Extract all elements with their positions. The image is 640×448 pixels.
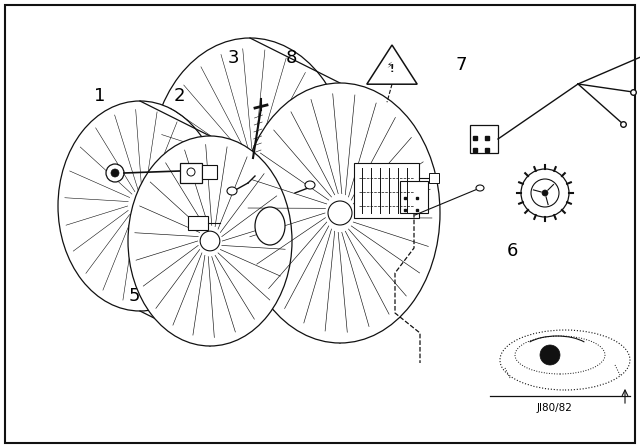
Ellipse shape bbox=[255, 207, 285, 245]
Circle shape bbox=[540, 345, 560, 365]
Circle shape bbox=[521, 169, 569, 217]
Text: 5: 5 bbox=[129, 287, 140, 305]
Circle shape bbox=[328, 201, 352, 225]
Text: JI80/82: JI80/82 bbox=[537, 403, 573, 413]
FancyBboxPatch shape bbox=[470, 125, 498, 153]
Ellipse shape bbox=[500, 330, 630, 390]
FancyBboxPatch shape bbox=[400, 181, 428, 213]
FancyBboxPatch shape bbox=[188, 216, 208, 230]
Ellipse shape bbox=[515, 336, 605, 374]
Circle shape bbox=[187, 168, 195, 176]
Circle shape bbox=[200, 231, 220, 251]
Text: 2: 2 bbox=[173, 87, 185, 105]
Ellipse shape bbox=[227, 187, 237, 195]
FancyBboxPatch shape bbox=[354, 163, 419, 218]
Circle shape bbox=[111, 169, 119, 177]
Circle shape bbox=[106, 164, 124, 182]
FancyBboxPatch shape bbox=[180, 163, 202, 183]
Ellipse shape bbox=[150, 38, 350, 298]
Polygon shape bbox=[367, 45, 417, 84]
Text: 3: 3 bbox=[228, 49, 239, 67]
Text: !: ! bbox=[390, 64, 394, 74]
Ellipse shape bbox=[58, 101, 222, 311]
Circle shape bbox=[542, 190, 548, 196]
Text: 1: 1 bbox=[93, 87, 105, 105]
Ellipse shape bbox=[476, 185, 484, 191]
FancyBboxPatch shape bbox=[5, 5, 635, 443]
Text: 6: 6 bbox=[506, 242, 518, 260]
Text: 7: 7 bbox=[455, 56, 467, 74]
Ellipse shape bbox=[128, 136, 292, 346]
FancyBboxPatch shape bbox=[202, 165, 217, 179]
Circle shape bbox=[531, 179, 559, 207]
Text: 4: 4 bbox=[356, 242, 367, 260]
Text: 8: 8 bbox=[285, 49, 297, 67]
Ellipse shape bbox=[240, 83, 440, 343]
Ellipse shape bbox=[305, 181, 315, 189]
Text: ⚡: ⚡ bbox=[386, 60, 392, 69]
FancyBboxPatch shape bbox=[429, 173, 439, 183]
